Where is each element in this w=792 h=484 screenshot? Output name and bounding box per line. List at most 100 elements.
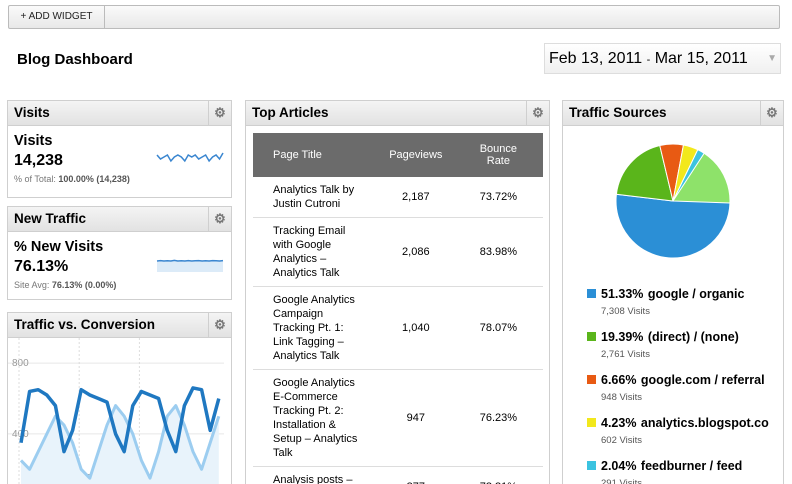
date-start: Feb 13, 2011	[549, 50, 643, 67]
widget-title: Top Articles	[252, 105, 329, 120]
legend-percent: 4.23%	[601, 416, 637, 430]
legend-visits: 291 Visits	[601, 478, 643, 484]
sub-value: 100.00% (14,238)	[58, 174, 130, 184]
legend-visits: 2,761 Visits	[601, 349, 650, 360]
pie-slice	[672, 149, 705, 202]
widget-header: Traffic vs. Conversion ⚙	[8, 313, 231, 338]
bounce-rate-cell: 78.81%	[453, 466, 543, 484]
pie-chart	[615, 143, 731, 259]
page-title-line: Analysis posts –	[273, 474, 353, 484]
traffic-sources-widget: Traffic Sources ⚙ 51.33% google / organic…	[562, 100, 784, 484]
metric-sub: Site Avg: 76.13% (0.00%)	[14, 280, 116, 290]
page-title-line: Link Tagging –	[273, 336, 344, 348]
page-title-line: Analytics Talk	[273, 267, 340, 279]
settings-icon[interactable]: ⚙	[760, 101, 783, 125]
page-title-line: Campaign	[273, 308, 324, 320]
legend-name: analytics.blogspot.co	[640, 416, 769, 430]
legend-percent: 19.39%	[601, 330, 644, 344]
sub-label: Site Avg:	[14, 280, 50, 290]
legend-swatch	[587, 375, 596, 384]
top-articles-widget: Top Articles ⚙ Page Title Pageviews Bounce …	[245, 100, 550, 484]
toolbar	[8, 5, 780, 29]
pie-slice	[615, 144, 674, 202]
articles-table: Page Title Pageviews Bounce Rate Analytics …	[253, 133, 543, 484]
legend-swatch	[587, 418, 596, 427]
page-title-cell: Tracking Email with Google Analytics – Anal…	[253, 217, 378, 287]
metric-value: 14,238	[14, 152, 63, 169]
page-title-line: Tracking Pt. 2:	[273, 405, 344, 417]
page-title-line: E-Commerce	[273, 391, 338, 403]
page-title-line: Talk	[273, 447, 293, 459]
legend-percent: 2.04%	[601, 459, 637, 473]
page-title: Blog Dashboard	[17, 51, 133, 68]
column-header: Bounce Rate	[453, 133, 543, 177]
legend-percent: 6.66%	[601, 373, 637, 387]
legend-label: 19.39% (direct) / (none)	[587, 328, 783, 346]
bounce-rate-cell: 73.72%	[453, 177, 543, 218]
date-separator: -	[646, 54, 651, 66]
sparkline-line	[156, 152, 224, 163]
new-traffic-widget: New Traffic ⚙ % New Visits 76.13% Site Av…	[7, 206, 232, 300]
legend-label: 2.04% feedburner / feed	[587, 457, 783, 475]
legend-item: 6.66% google.com / referral 948 Visits	[587, 371, 783, 403]
settings-icon[interactable]: ⚙	[208, 313, 231, 337]
page-title-line: Google Analytics	[273, 377, 355, 389]
header-row: Page Title Pageviews Bounce Rate	[253, 133, 543, 177]
visits-widget: Visits ⚙ Visits 14,238 % of Total: 100.00…	[7, 100, 232, 198]
y-tick-label: 800	[12, 358, 29, 369]
sparkline-line	[156, 259, 224, 262]
date-end: Mar 15, 2011	[654, 50, 748, 67]
legend-label: 6.66% google.com / referral	[587, 371, 783, 389]
column-header: Page Title	[253, 133, 378, 177]
pie-slice	[615, 193, 731, 259]
legend-swatch	[587, 332, 596, 341]
sparkline	[156, 152, 224, 163]
metric-value: 76.13%	[14, 258, 69, 275]
table-row: Google Analytics E-Commerce Tracking Pt. 2…	[253, 369, 543, 467]
widget-title: Visits	[14, 105, 50, 120]
legend-name: google / organic	[647, 287, 745, 301]
pageviews-cell: 2,187	[377, 177, 454, 218]
widget-header: Visits ⚙	[8, 101, 231, 126]
page-title-line: Analytics –	[273, 253, 327, 265]
table-row: Tracking Email with Google Analytics – Anal…	[253, 217, 543, 287]
legend-swatch	[587, 461, 596, 470]
legend-item: 4.23% analytics.blogspot.co 602 Visits	[587, 414, 783, 446]
legend-percent: 51.33%	[601, 287, 644, 301]
legend-item: 2.04% feedburner / feed 291 Visits	[587, 457, 783, 484]
line-chart: 400800Feb 13Feb 20Feb 27	[8, 338, 224, 484]
settings-icon[interactable]: ⚙	[526, 101, 549, 125]
metric-name: Visits	[14, 133, 53, 149]
column-header: Pageviews	[377, 133, 454, 177]
settings-icon[interactable]: ⚙	[208, 101, 231, 125]
sparkline-area	[157, 260, 223, 272]
page-title-cell: Google Analytics Campaign Tracking Pt. 1: L…	[253, 286, 378, 370]
pageviews-cell: 947	[377, 369, 454, 467]
metric-name: % New Visits	[14, 239, 104, 255]
legend-label: 4.23% analytics.blogspot.co	[587, 414, 783, 432]
add-widget-button[interactable]: + ADD WIDGET	[9, 6, 105, 28]
date-range-picker[interactable]: Feb 13, 2011 - Mar 15, 2011 ▼	[544, 43, 781, 74]
sub-value: 76.13% (0.00%)	[51, 280, 117, 290]
page-title-line: Tracking Email	[273, 225, 346, 237]
page-title-line: Analytics Talk	[273, 350, 340, 362]
widget-title: Traffic vs. Conversion	[14, 317, 156, 332]
page-title-line: Analytics Talk by	[273, 184, 355, 196]
legend-item: 51.33% google / organic 7,308 Visits	[587, 285, 783, 317]
legend-name: google.com / referral	[640, 373, 765, 387]
page-title-line: Tracking Pt. 1:	[273, 322, 344, 334]
table-row: Google Analytics Campaign Tracking Pt. 1: L…	[253, 286, 543, 370]
page-title-line: Justin Cutroni	[273, 198, 341, 210]
page-title-cell: Analysis posts –Analytics Talk	[253, 466, 378, 484]
page-title-cell: Analytics Talk by Justin Cutroni	[253, 177, 378, 218]
bounce-rate-cell: 76.23%	[453, 369, 543, 467]
widget-title: Traffic Sources	[569, 105, 667, 120]
legend-label: 51.33% google / organic	[587, 285, 783, 303]
legend-swatch	[587, 289, 596, 298]
dropdown-arrow[interactable]: ▼	[767, 53, 777, 64]
settings-icon[interactable]: ⚙	[208, 207, 231, 231]
page-title-line: Google Analytics	[273, 294, 355, 306]
table-row: Analysis posts –Analytics Talk87778.81%	[253, 466, 543, 484]
pageviews-cell: 1,040	[377, 286, 454, 370]
